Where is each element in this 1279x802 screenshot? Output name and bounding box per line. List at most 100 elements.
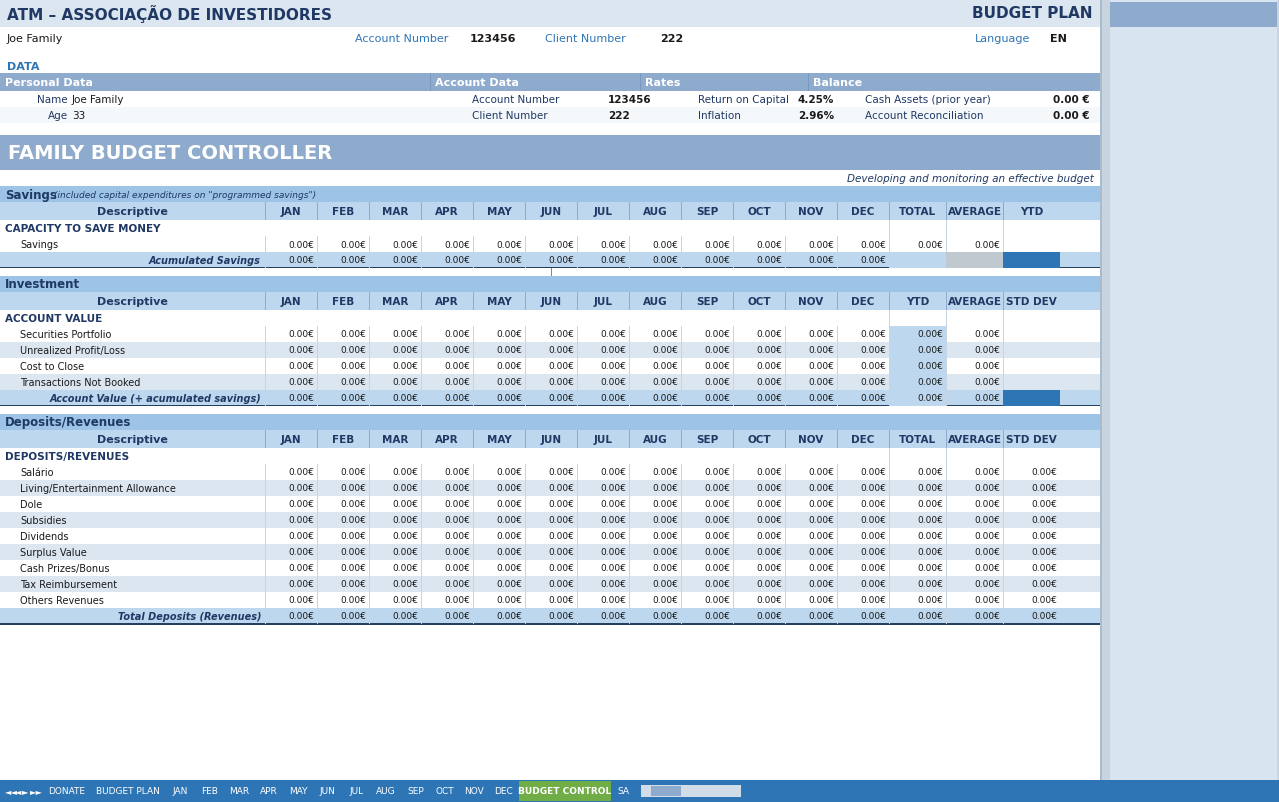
Text: 0.00€: 0.00€ [917,394,943,403]
Text: 0.00€: 0.00€ [808,484,834,493]
Bar [0,391,1100,407]
Text: 0.00€: 0.00€ [549,580,574,589]
Text: 0.00€: 0.00€ [393,468,418,477]
Text: 0.00€: 0.00€ [808,346,834,355]
Text: 0.00€: 0.00€ [444,362,469,371]
Text: APR: APR [435,435,459,444]
Text: 0.00€: 0.00€ [859,548,886,557]
Text: 0.00€: 0.00€ [652,346,678,355]
Text: 0.00€: 0.00€ [652,532,678,541]
Text: 0.00€: 0.00€ [756,548,781,557]
Text: SEP: SEP [407,787,423,796]
Text: 0.00€: 0.00€ [340,241,366,249]
Text: 0.00€: 0.00€ [975,596,1000,605]
Text: 0.00€: 0.00€ [756,394,781,403]
Text: 0.00€: 0.00€ [808,241,834,249]
Text: 0.00€: 0.00€ [808,532,834,541]
Text: Language: Language [975,34,1031,44]
Bar [0,480,1100,496]
Bar [1100,0,1102,802]
Text: BUDGET CONTROL: BUDGET CONTROL [518,787,611,796]
Bar [889,375,946,391]
Bar [889,391,946,407]
Text: 4.25%: 4.25% [798,95,834,105]
Text: 0.00€: 0.00€ [496,330,522,339]
Text: 0.00€: 0.00€ [859,596,886,605]
Bar [0,267,1100,269]
Text: 0.00€: 0.00€ [549,596,574,605]
Text: (included capital expenditures on "programmed savings"): (included capital expenditures on "progr… [54,190,316,199]
Text: 0.00€: 0.00€ [859,330,886,339]
Text: 0.00€: 0.00€ [1031,548,1056,557]
Text: JUL: JUL [593,207,613,217]
Text: Client Number: Client Number [545,34,625,44]
Text: Descriptive: Descriptive [97,435,168,444]
Text: ►►: ►► [29,787,43,796]
Text: 0.00€: 0.00€ [756,330,781,339]
Text: Securities Portfolio: Securities Portfolio [20,330,111,339]
Text: 0.00€: 0.00€ [549,362,574,371]
Bar [0,92,1100,107]
Text: 0.00€: 0.00€ [340,548,366,557]
Text: 0.00€: 0.00€ [549,516,574,525]
Text: 0.00€: 0.00€ [705,378,730,387]
Text: DEPOSITS/REVENUES: DEPOSITS/REVENUES [5,452,129,461]
Text: 0.00€: 0.00€ [917,548,943,557]
Text: 0.00€: 0.00€ [288,484,315,493]
Text: 0.00€: 0.00€ [975,548,1000,557]
Text: 0.00€: 0.00€ [808,468,834,477]
Bar [0,171,1100,187]
Text: 0.00€: 0.00€ [549,378,574,387]
Text: 0.00€: 0.00€ [340,394,366,403]
Bar [946,203,1003,221]
Text: JUL: JUL [593,435,613,444]
Text: Rates: Rates [645,78,680,88]
Bar [0,464,1100,480]
Text: JUN: JUN [541,297,561,306]
Text: SEP: SEP [696,297,718,306]
Text: 0.00€: 0.00€ [705,516,730,525]
Text: ACCOUNT VALUE: ACCOUNT VALUE [5,314,102,323]
Text: 0.00€: 0.00€ [917,612,943,621]
Text: 0.00€: 0.00€ [600,500,625,508]
Text: 0.00€: 0.00€ [340,516,366,525]
Text: 0.00€: 0.00€ [975,330,1000,339]
Text: 0.00€: 0.00€ [652,548,678,557]
Text: ►: ► [22,787,28,796]
Text: DEC: DEC [494,787,513,796]
Text: 0.00€: 0.00€ [808,596,834,605]
Text: 0.00€: 0.00€ [288,612,315,621]
Bar [0,448,1100,464]
Text: Unrealized Profit/Loss: Unrealized Profit/Loss [20,346,125,355]
Text: 0.00€: 0.00€ [549,468,574,477]
Text: Joe Family: Joe Family [72,95,124,105]
Text: 0.00€: 0.00€ [600,564,625,573]
Text: 0.00€: 0.00€ [393,612,418,621]
Text: SEP: SEP [696,435,718,444]
Text: Investment: Investment [5,278,81,291]
Text: 222: 222 [660,34,683,44]
Text: 0.00€: 0.00€ [393,378,418,387]
Text: 0.00€: 0.00€ [444,468,469,477]
Text: 0.00€: 0.00€ [549,394,574,403]
Text: 0.00€: 0.00€ [975,346,1000,355]
Text: AVERAGE: AVERAGE [948,207,1001,217]
Text: 0.00€: 0.00€ [288,378,315,387]
Text: Descriptive: Descriptive [97,207,168,217]
Bar [0,221,1100,237]
Text: 0.00€: 0.00€ [859,378,886,387]
Text: 0.00€: 0.00€ [600,596,625,605]
Text: 0.00€: 0.00€ [975,500,1000,508]
Text: 0.00€: 0.00€ [393,516,418,525]
Text: MAR: MAR [229,787,249,796]
Text: 0.00€: 0.00€ [496,532,522,541]
Bar [889,326,946,342]
Text: 0.00€: 0.00€ [444,564,469,573]
Text: 0.00€: 0.00€ [652,362,678,371]
Text: 0.00€: 0.00€ [340,256,366,265]
Text: OCT: OCT [747,207,771,217]
Text: 0.00€: 0.00€ [496,580,522,589]
Text: 0.00€: 0.00€ [393,532,418,541]
Text: 0.00€: 0.00€ [705,596,730,605]
Text: 0.00€: 0.00€ [1031,532,1056,541]
